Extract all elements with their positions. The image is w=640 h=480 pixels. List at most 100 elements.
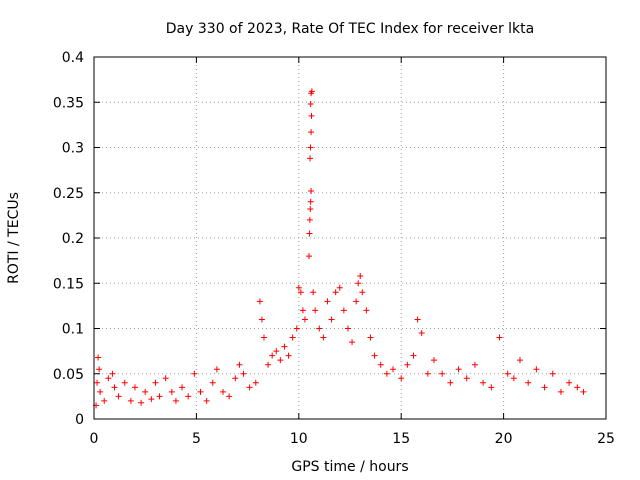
data-point: [168, 388, 175, 395]
data-point: [357, 273, 364, 280]
data-point: [316, 325, 323, 332]
data-point: [203, 397, 210, 404]
data-point: [480, 379, 487, 386]
grid-lines: [93, 56, 607, 420]
data-point: [127, 397, 134, 404]
x-tick-label: 5: [192, 431, 201, 447]
y-tick-label: 0.3: [62, 141, 84, 157]
data-point: [226, 393, 233, 400]
data-point: [197, 388, 204, 395]
data-point: [97, 388, 104, 395]
y-tick-label: 0.35: [53, 95, 84, 111]
data-point: [111, 384, 118, 391]
data-point: [115, 393, 122, 400]
data-point: [525, 379, 532, 386]
data-point: [285, 352, 292, 359]
data-point: [359, 289, 366, 296]
data-point: [424, 370, 431, 377]
data-point: [447, 379, 454, 386]
data-point: [273, 348, 280, 355]
data-point: [307, 144, 314, 151]
data-point: [220, 388, 227, 395]
data-point: [172, 397, 179, 404]
data-point: [455, 366, 462, 373]
data-point: [105, 375, 112, 382]
data-point: [398, 375, 405, 382]
data-point: [308, 187, 315, 194]
data-point: [320, 334, 327, 341]
data-point: [307, 206, 314, 213]
data-point: [383, 370, 390, 377]
y-tick-label: 0.15: [53, 276, 84, 292]
y-tick-label: 0.05: [53, 367, 84, 383]
data-point: [410, 352, 417, 359]
data-point: [344, 325, 351, 332]
data-point: [301, 316, 308, 323]
chart-title: Day 330 of 2023, Rate Of TEC Index for r…: [166, 21, 534, 37]
x-tick-labels: 0 5 10 15 20 25: [90, 431, 615, 447]
data-point: [297, 289, 304, 296]
x-tick-label: 0: [90, 431, 99, 447]
data-point: [142, 388, 149, 395]
data-point: [246, 384, 253, 391]
data-point: [306, 253, 313, 260]
data-point: [414, 316, 421, 323]
data-point: [308, 88, 315, 95]
data-point: [138, 399, 145, 406]
data-point: [363, 307, 370, 314]
data-point: [307, 198, 314, 205]
data-point: [463, 375, 470, 382]
data-point: [488, 384, 495, 391]
data-point: [418, 330, 425, 337]
y-tick-labels: 0 0.05 0.1 0.15 0.2 0.25 0.3 0.35 0.4: [53, 50, 84, 428]
data-point: [541, 384, 548, 391]
data-point: [332, 289, 339, 296]
x-tick-label: 20: [495, 431, 513, 447]
data-point: [258, 316, 265, 323]
data-point: [213, 366, 220, 373]
data-point: [185, 393, 192, 400]
data-point: [240, 370, 247, 377]
data-point: [96, 366, 103, 373]
data-point: [349, 339, 356, 346]
y-tick-label: 0: [75, 412, 84, 428]
data-point: [293, 325, 300, 332]
data-point: [390, 366, 397, 373]
data-point: [510, 375, 517, 382]
x-axis-label: GPS time / hours: [291, 459, 408, 475]
data-point: [377, 361, 384, 368]
data-point: [496, 334, 503, 341]
data-point: [566, 379, 573, 386]
data-point: [95, 354, 102, 361]
data-point: [306, 216, 313, 223]
x-tick-label: 10: [290, 431, 308, 447]
data-point: [308, 112, 315, 119]
data-point: [109, 370, 116, 377]
data-point: [557, 388, 564, 395]
y-tick-label: 0.4: [62, 50, 84, 66]
data-point: [312, 307, 319, 314]
data-point: [430, 357, 437, 364]
data-point: [148, 396, 155, 403]
data-point: [289, 334, 296, 341]
data-point: [549, 370, 556, 377]
data-point: [353, 298, 360, 305]
data-point: [131, 384, 138, 391]
data-point: [533, 366, 540, 373]
y-tick-label: 0.2: [62, 231, 84, 247]
x-tick-label: 15: [392, 431, 410, 447]
data-point: [355, 280, 362, 287]
y-tick-label: 0.1: [62, 322, 84, 338]
data-point: [236, 361, 243, 368]
data-point: [367, 334, 374, 341]
data-point: [209, 379, 216, 386]
y-axis-label: ROTI / TECUs: [6, 192, 22, 284]
data-point: [232, 375, 239, 382]
data-point: [310, 289, 317, 296]
plot-frame: [93, 56, 607, 420]
x-tick-label: 25: [597, 431, 615, 447]
data-point: [471, 361, 478, 368]
data-point: [260, 334, 267, 341]
data-point: [191, 370, 198, 377]
